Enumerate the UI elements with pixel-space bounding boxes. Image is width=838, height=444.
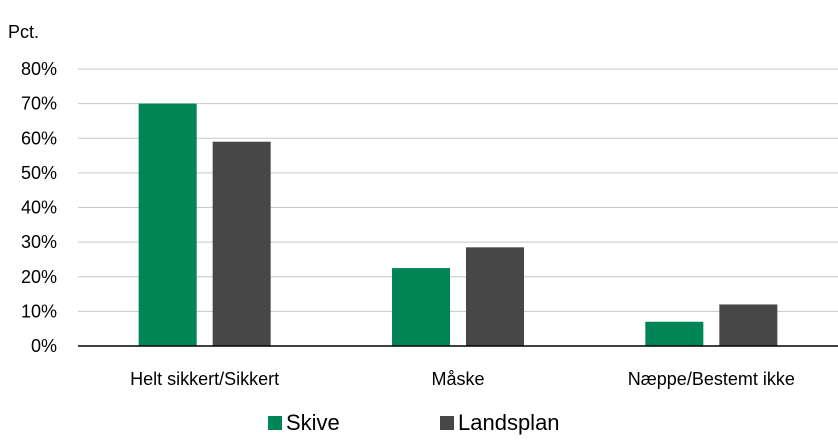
y-tick-label-0: 0% — [31, 336, 57, 356]
legend-swatch-landsplan — [440, 416, 454, 430]
bar-landsplan-2 — [719, 304, 778, 346]
y-tick-label-80: 80% — [21, 59, 57, 79]
bar-skive-1 — [392, 268, 450, 346]
bar-skive-0 — [138, 103, 197, 346]
legend-label-skive: Skive — [286, 410, 340, 435]
legend-label-landsplan: Landsplan — [458, 410, 560, 435]
y-tick-label-30: 30% — [21, 232, 57, 252]
x-category-label-0: Helt sikkert/Sikkert — [130, 369, 279, 389]
x-category-label-2: Næppe/Bestemt ikke — [628, 369, 795, 389]
bar-landsplan-1 — [466, 247, 524, 346]
y-tick-label-20: 20% — [21, 267, 57, 287]
legend: Skive Landsplan — [268, 410, 560, 435]
gridlines — [78, 68, 838, 312]
x-axis-categories: Helt sikkert/Sikkert Måske Næppe/Bestemt i… — [130, 369, 795, 389]
y-axis-ticks: 0% 10% 20% 30% 40% 50% 60% 70% 80% — [21, 59, 57, 356]
bar-skive-2 — [645, 321, 704, 346]
y-tick-label-10: 10% — [21, 301, 57, 321]
y-tick-label-40: 40% — [21, 198, 57, 218]
x-category-label-1: Måske — [431, 369, 484, 389]
y-tick-label-50: 50% — [21, 163, 57, 183]
y-tick-label-70: 70% — [21, 94, 57, 114]
bar-landsplan-0 — [212, 141, 271, 346]
legend-swatch-skive — [268, 416, 282, 430]
bars — [138, 103, 778, 346]
y-tick-label-60: 60% — [21, 128, 57, 148]
y-axis-unit-label: Pct. — [8, 22, 39, 42]
